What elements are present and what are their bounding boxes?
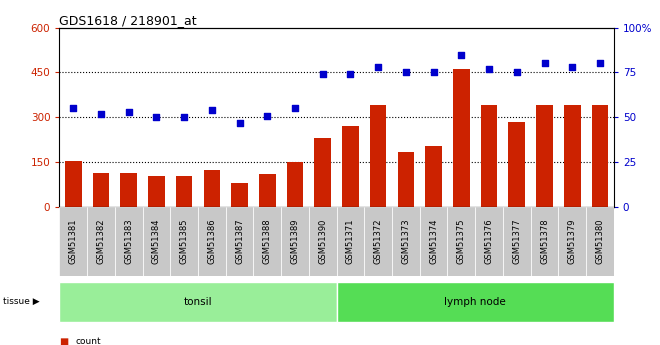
Bar [309, 207, 337, 276]
Text: GSM51385: GSM51385 [180, 219, 189, 264]
Bar [425, 146, 442, 207]
Bar [314, 138, 331, 207]
Text: lymph node: lymph node [444, 297, 506, 307]
Bar [59, 282, 337, 322]
Bar [253, 207, 281, 276]
Text: GSM51371: GSM51371 [346, 219, 355, 264]
Bar [420, 207, 447, 276]
Point [401, 70, 411, 75]
Bar [203, 170, 220, 207]
Bar [286, 162, 304, 207]
Point [290, 106, 300, 111]
Bar [231, 183, 248, 207]
Text: GSM51384: GSM51384 [152, 219, 161, 264]
Bar [259, 174, 276, 207]
Point [262, 113, 273, 118]
Text: count: count [76, 337, 102, 345]
Bar [120, 172, 137, 207]
Point [151, 115, 162, 120]
Text: GDS1618 / 218901_at: GDS1618 / 218901_at [59, 14, 197, 27]
Bar [65, 161, 82, 207]
Bar [198, 207, 226, 276]
Text: tissue ▶: tissue ▶ [3, 297, 40, 306]
Bar [337, 282, 614, 322]
Bar [115, 207, 143, 276]
Text: GSM51390: GSM51390 [318, 219, 327, 264]
Text: GSM51387: GSM51387 [235, 219, 244, 264]
Bar [475, 207, 503, 276]
Text: GSM51382: GSM51382 [96, 219, 106, 264]
Text: GSM51373: GSM51373 [401, 219, 411, 264]
Point [512, 70, 522, 75]
Point [123, 109, 134, 115]
Bar [342, 126, 359, 207]
Bar [508, 122, 525, 207]
Point [539, 61, 550, 66]
Bar [337, 207, 364, 276]
Bar [87, 207, 115, 276]
Text: GSM51378: GSM51378 [540, 219, 549, 264]
Bar [564, 105, 581, 207]
Text: GSM51389: GSM51389 [290, 219, 300, 264]
Point [428, 70, 439, 75]
Bar [143, 207, 170, 276]
Bar [281, 207, 309, 276]
Bar [531, 207, 558, 276]
Text: GSM51386: GSM51386 [207, 219, 216, 264]
Text: GSM51381: GSM51381 [69, 219, 78, 264]
Point [373, 64, 383, 70]
Bar [397, 152, 414, 207]
Bar [226, 207, 253, 276]
Bar [480, 105, 498, 207]
Point [317, 71, 328, 77]
Point [484, 66, 494, 72]
Point [207, 107, 217, 113]
Text: GSM51379: GSM51379 [568, 219, 577, 264]
Bar [392, 207, 420, 276]
Bar [364, 207, 392, 276]
Point [96, 111, 106, 117]
Bar [558, 207, 586, 276]
Text: GSM51383: GSM51383 [124, 219, 133, 264]
Point [179, 115, 189, 120]
Bar [591, 105, 609, 207]
Bar [176, 176, 193, 207]
Bar [586, 207, 614, 276]
Bar [447, 207, 475, 276]
Text: GSM51376: GSM51376 [484, 219, 494, 264]
Point [234, 120, 245, 126]
Point [595, 61, 605, 66]
Point [68, 106, 79, 111]
Bar [453, 69, 470, 207]
Text: GSM51375: GSM51375 [457, 219, 466, 264]
Text: GSM51374: GSM51374 [429, 219, 438, 264]
Text: GSM51388: GSM51388 [263, 219, 272, 264]
Bar [503, 207, 531, 276]
Bar [92, 172, 110, 207]
Bar [170, 207, 198, 276]
Bar [536, 105, 553, 207]
Bar [148, 176, 165, 207]
Point [345, 71, 356, 77]
Point [567, 64, 578, 70]
Bar [59, 207, 87, 276]
Text: GSM51372: GSM51372 [374, 219, 383, 264]
Text: GSM51377: GSM51377 [512, 219, 521, 264]
Text: ■: ■ [59, 337, 69, 345]
Text: GSM51380: GSM51380 [595, 219, 605, 264]
Text: tonsil: tonsil [183, 297, 213, 307]
Bar [370, 105, 387, 207]
Point [456, 52, 467, 57]
